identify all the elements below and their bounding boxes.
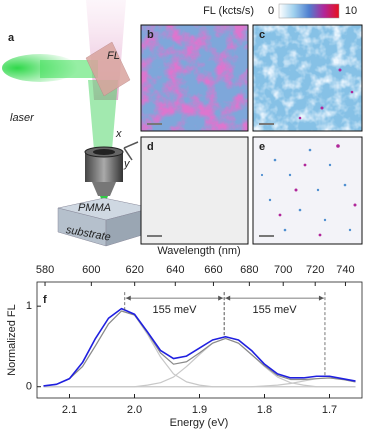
spots (260, 148, 352, 232)
frame (140, 24, 249, 132)
arrow-head (318, 295, 324, 301)
arrow-head (218, 295, 224, 301)
pmma-label: PMMA (78, 202, 111, 214)
fit-line (43, 337, 356, 388)
x-tick-label: 1.8 (257, 404, 272, 416)
fit-line (43, 310, 356, 387)
spot (298, 116, 302, 120)
x2-tick-label: 600 (82, 264, 100, 276)
image-texture (253, 25, 362, 131)
spot (338, 68, 342, 72)
x-tick-label: 2.0 (127, 404, 142, 416)
fl-label: FL (107, 50, 120, 62)
panel-label: c (259, 29, 265, 41)
annotation-label: 155 meV (253, 304, 298, 316)
spot (320, 106, 324, 110)
x2-tick-label: 740 (336, 264, 354, 276)
x2-tick-label: 720 (306, 264, 324, 276)
y-tick-label: 1 (26, 300, 32, 312)
axis-arrow (123, 147, 133, 161)
x-tick-label: 1.7 (322, 404, 337, 416)
laser-label: laser (10, 112, 35, 124)
image (140, 136, 249, 245)
x2-tick-label: 660 (204, 264, 222, 276)
frame (252, 24, 363, 132)
x2-tick-label: 620 (125, 264, 143, 276)
image-texture (141, 25, 248, 131)
panel-label: f (43, 294, 47, 306)
y-axis-label: Normalized FL (6, 304, 18, 376)
axis-y-label: y (123, 158, 131, 170)
image-b: b (140, 24, 249, 132)
objective-lens (93, 149, 115, 155)
spectrum-line (43, 307, 356, 387)
panel-label: e (259, 141, 265, 153)
excitation-beam (88, 80, 118, 150)
image (252, 136, 363, 245)
x2-tick-label: 700 (274, 264, 292, 276)
panel-label: a (8, 32, 15, 44)
x2-axis-label: Wavelength (nm) (157, 245, 240, 257)
schematic: a FL laser x y PMMA substrate (2, 0, 153, 247)
x2-tick-label: 580 (36, 264, 54, 276)
x2-tick-label: 680 (240, 264, 258, 276)
annotation-label: 155 meV (152, 304, 197, 316)
colorbar-tick: 0 (268, 5, 274, 17)
panel-label: d (147, 141, 154, 153)
colorbar-tick: 10 (345, 5, 357, 17)
arrow-head (125, 295, 131, 301)
x-tick-label: 2.1 (62, 404, 77, 416)
axis-x-label: x (115, 128, 122, 140)
x-axis-label: Energy (eV) (170, 417, 229, 429)
image-e: e (252, 136, 363, 245)
colorbar: FL (kcts/s) 0 10 (203, 3, 357, 19)
x-tick-label: 1.9 (192, 404, 207, 416)
image-c: c (252, 24, 363, 132)
plot-frame (36, 281, 363, 399)
panel-label: b (147, 29, 154, 41)
arrow-head (225, 295, 231, 301)
laser-beam (40, 60, 98, 78)
axis-arrow (123, 141, 139, 149)
spot (350, 90, 354, 94)
objective-tip (92, 182, 116, 196)
y-tick-label: 0 (26, 381, 32, 393)
spots (278, 144, 357, 237)
colorbar-bar (278, 3, 340, 19)
dichroic (85, 41, 131, 97)
image-d: d (140, 136, 249, 245)
x2-tick-label: 640 (166, 264, 184, 276)
colorbar-label: FL (kcts/s) (203, 5, 254, 17)
